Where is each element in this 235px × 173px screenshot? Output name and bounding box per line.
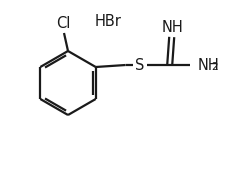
Text: HBr: HBr <box>94 13 121 29</box>
Text: NH: NH <box>198 57 219 72</box>
Text: 2: 2 <box>211 62 218 72</box>
Text: S: S <box>135 57 144 72</box>
Text: NH: NH <box>162 20 184 35</box>
Text: Cl: Cl <box>56 16 70 31</box>
